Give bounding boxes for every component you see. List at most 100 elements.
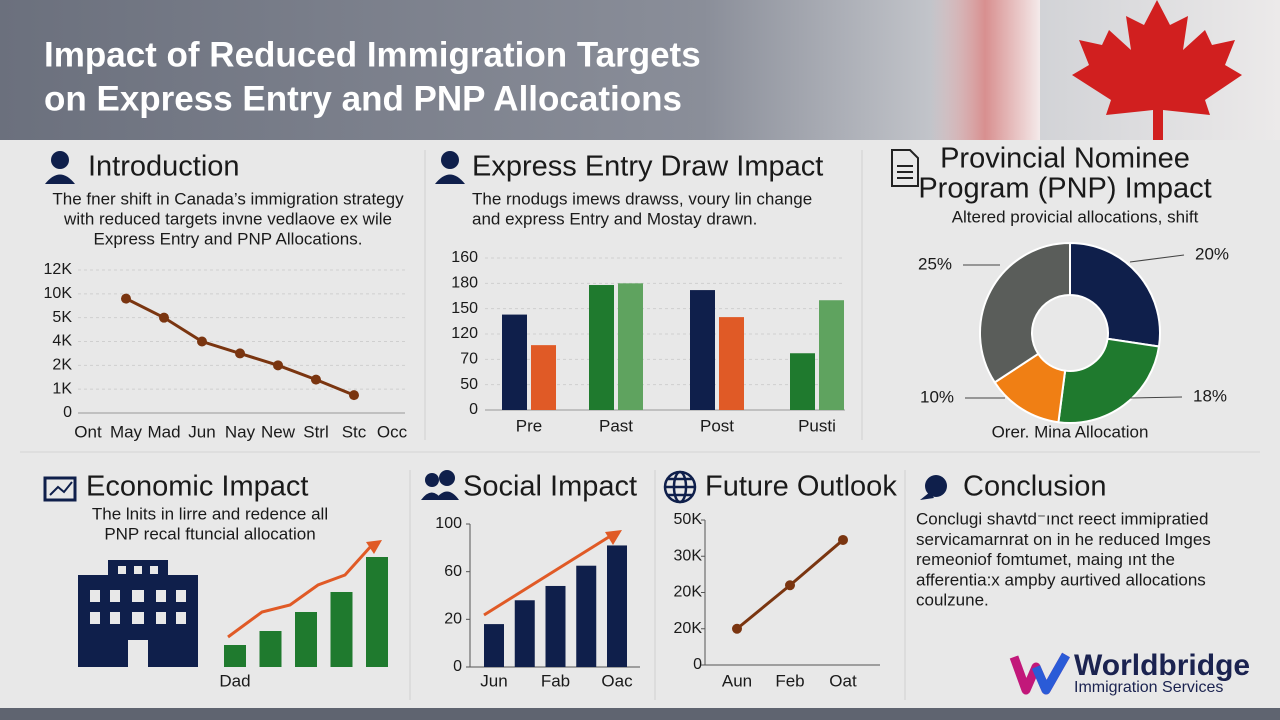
point bbox=[311, 374, 321, 385]
x-tick-label: Mad bbox=[147, 422, 180, 441]
section-text: with reduced targets invne vedlaove ex w… bbox=[63, 209, 392, 228]
point bbox=[235, 348, 245, 359]
x-tick-label: Fab bbox=[541, 671, 570, 690]
y-tick-label: 50K bbox=[674, 511, 703, 528]
conclusion-text: remeoniof fomtumet, maing ınt the bbox=[916, 550, 1175, 569]
bar bbox=[366, 557, 388, 667]
y-tick-label: 10K bbox=[44, 285, 73, 302]
section-title: Provincial Nominee bbox=[940, 143, 1190, 175]
x-tick-label: Nay bbox=[225, 422, 256, 441]
bar bbox=[589, 285, 614, 410]
section-title: Economic Impact bbox=[86, 471, 308, 503]
y-tick-label: 0 bbox=[453, 658, 462, 675]
point bbox=[273, 360, 283, 371]
conclusion-text: Conclugi shavtd⁻ınct reect immipratied bbox=[916, 509, 1208, 528]
x-tick-label: Post bbox=[700, 416, 734, 435]
bar bbox=[502, 314, 527, 410]
section-title: Program (PNP) Impact bbox=[918, 173, 1211, 205]
x-tick-label: Aun bbox=[722, 671, 752, 690]
point bbox=[732, 623, 742, 634]
section-title: Social Impact bbox=[463, 471, 637, 503]
point bbox=[159, 312, 169, 323]
x-tick-label: Strl bbox=[303, 422, 329, 441]
bar bbox=[545, 585, 566, 667]
trend-arrow bbox=[227, 543, 374, 639]
x-tick-label: Oat bbox=[829, 671, 857, 690]
header-band bbox=[0, 0, 1280, 140]
leader-line bbox=[1129, 254, 1185, 263]
logo-name: Worldbridge bbox=[1074, 649, 1250, 682]
y-tick-label: 0 bbox=[693, 656, 702, 673]
y-tick-label: 0 bbox=[469, 401, 478, 418]
point bbox=[838, 534, 848, 545]
value-label: 18% bbox=[1193, 386, 1227, 405]
leader-line bbox=[1129, 396, 1183, 399]
x-tick-label: Jun bbox=[188, 422, 215, 441]
y-tick-label: 20K bbox=[674, 620, 703, 637]
trend-arrow bbox=[605, 530, 622, 545]
section-text: The fner shift in Canada’s immigration s… bbox=[52, 189, 404, 208]
y-tick-label: 70 bbox=[460, 351, 478, 368]
point bbox=[197, 336, 207, 347]
bar bbox=[607, 545, 627, 667]
section-text: Express Entry and PNP Allocations. bbox=[94, 229, 363, 248]
y-tick-label: 150 bbox=[451, 300, 478, 317]
section-title: Future Outlook bbox=[705, 471, 897, 503]
conclusion-text: servicamarnrat on in he reduced Imges bbox=[916, 530, 1211, 549]
section-title: Conclusion bbox=[963, 471, 1106, 503]
y-tick-label: 0 bbox=[63, 404, 72, 421]
header-title: Impact of Reduced Immigration Targets bbox=[44, 35, 701, 74]
bar bbox=[576, 565, 597, 667]
point bbox=[121, 293, 131, 304]
icon-document bbox=[891, 149, 919, 187]
trend-arrow bbox=[483, 533, 613, 617]
trend-arrow bbox=[366, 540, 382, 554]
y-tick-label: 5K bbox=[52, 309, 72, 326]
section-text: and express Entry and Mostay drawn. bbox=[472, 209, 757, 228]
y-tick-label: 100 bbox=[435, 515, 462, 532]
x-tick-label: Oac bbox=[601, 671, 633, 690]
header-title: on Express Entry and PNP Allocations bbox=[44, 79, 682, 118]
value-label: 10% bbox=[920, 387, 954, 406]
x-tick-label: Jun bbox=[480, 671, 507, 690]
flag-band bbox=[930, 0, 1040, 140]
section-text: PNP recal ftuncial allocation bbox=[104, 524, 315, 543]
y-tick-label: 1K bbox=[52, 380, 72, 397]
value-label: 20% bbox=[1195, 244, 1229, 263]
donut-segment bbox=[1069, 241, 1161, 348]
icon-chat bbox=[920, 475, 947, 500]
x-tick-label: Occ bbox=[377, 422, 408, 441]
x-tick-label: May bbox=[110, 422, 143, 441]
maple-leaf bbox=[1072, 0, 1242, 140]
value-label: 25% bbox=[918, 254, 952, 273]
caption: Orer. Mina Allocation bbox=[992, 422, 1149, 441]
conclusion-text: afferentia:x ampby aurtived allocations bbox=[916, 570, 1206, 589]
x-tick-label: Dad bbox=[219, 671, 250, 690]
bar bbox=[790, 353, 815, 410]
donut-segment bbox=[1057, 337, 1161, 424]
x-tick-label: Ont bbox=[74, 422, 102, 441]
icon-person bbox=[45, 151, 75, 184]
conclusion-text: coulzune. bbox=[916, 591, 989, 610]
y-tick-label: 4K bbox=[52, 333, 72, 350]
section-title: Express Entry Draw Impact bbox=[472, 151, 823, 183]
building-icon bbox=[78, 560, 198, 667]
y-tick-label: 2K bbox=[52, 357, 72, 374]
bar bbox=[531, 345, 556, 410]
x-tick-label: Past bbox=[599, 416, 633, 435]
icon-person bbox=[435, 151, 465, 184]
bar bbox=[295, 612, 317, 667]
x-tick-label: Pre bbox=[516, 416, 542, 435]
section-text: Altered provicial allocations, shift bbox=[952, 207, 1199, 226]
y-tick-label: 160 bbox=[451, 249, 478, 266]
y-tick-label: 180 bbox=[451, 275, 478, 292]
bar bbox=[484, 624, 504, 667]
icon-chart bbox=[43, 476, 77, 502]
section-text: The lnits in lirre and redence all bbox=[92, 504, 328, 523]
x-tick-label: Pusti bbox=[798, 416, 836, 435]
y-tick-label: 50 bbox=[460, 376, 478, 393]
y-tick-label: 20K bbox=[674, 584, 703, 601]
icon-people bbox=[421, 470, 459, 500]
y-tick-label: 120 bbox=[451, 325, 478, 342]
